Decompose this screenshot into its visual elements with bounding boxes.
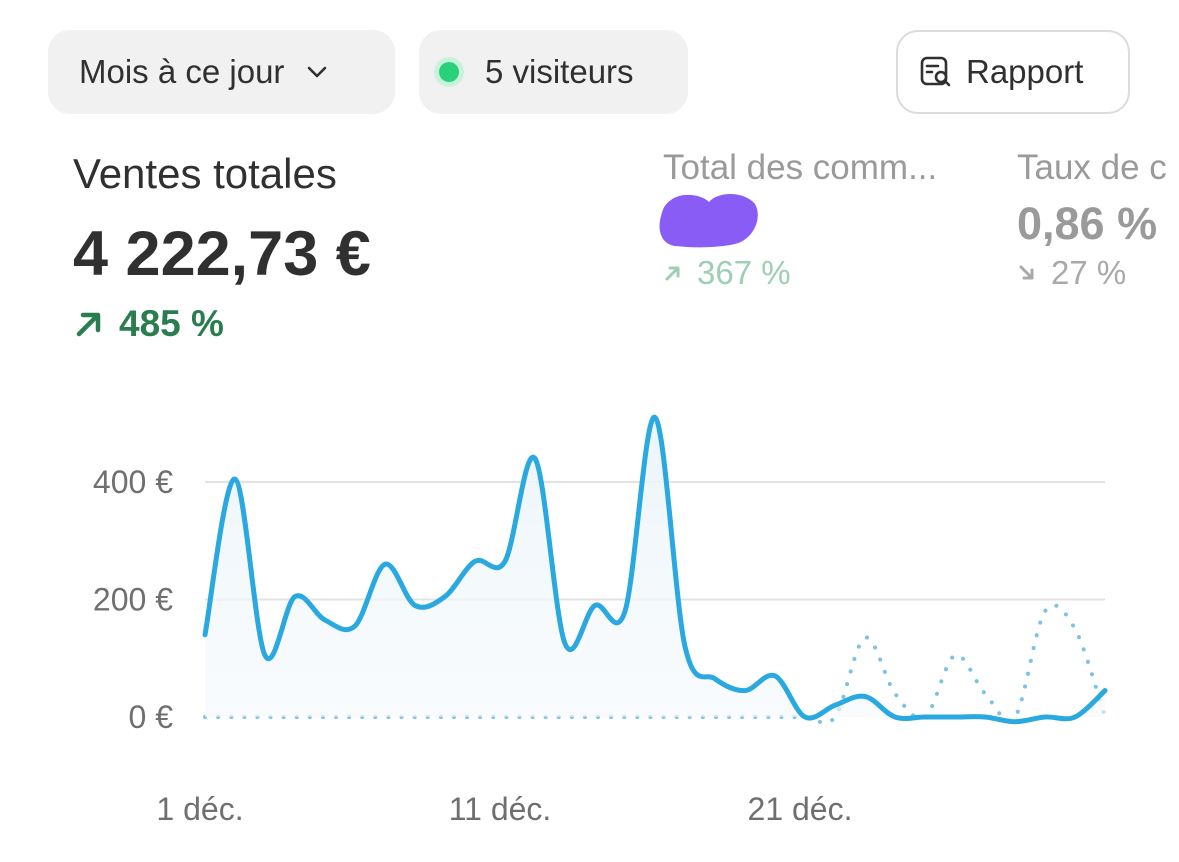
metric-title-total-sales[interactable]: Ventes totales [73,150,337,197]
x-tick-label: 21 déc. [748,791,853,827]
date-range-label: Mois à ce jour [79,53,285,90]
x-axis: 1 déc. 11 déc. 21 déc. [156,791,852,827]
y-tick-label: 200 € [93,582,173,618]
x-tick-label: 11 déc. [449,791,552,827]
metric-change-total-orders: 367 % [663,254,791,292]
arrow-up-right-icon [665,266,680,281]
metric-change-value: 367 % [697,254,791,291]
arrow-down-right-icon [1019,265,1034,280]
metric-change-conversion-rate: 27 % [1017,254,1126,292]
arrow-up-right-icon [76,312,101,337]
sales-series-line [202,414,1108,725]
chevron-down-icon [308,66,327,78]
redacted-value-blob [659,194,758,248]
report-search-icon [920,56,951,87]
date-range-dropdown[interactable]: Mois à ce jour [48,30,395,114]
report-button[interactable]: Rapport [896,30,1130,114]
metric-value-total-sales: 4 222,73 € [73,219,371,289]
metric-title-total-orders[interactable]: Total des comm... [663,148,938,187]
series-layer [202,414,1108,725]
live-visitors-label: 5 visiteurs [485,53,634,90]
live-visitors-button[interactable]: 5 visiteurs [419,30,688,114]
x-tick-label: 1 déc. [156,791,243,827]
metric-value-conversion-rate: 0,86 % [1017,198,1158,249]
metric-change-value: 27 % [1051,254,1127,291]
y-tick-label: 0 € [129,699,174,735]
metric-change-total-sales: 485 % [73,303,224,345]
y-tick-label: 400 € [93,464,173,500]
series-area-fill [205,417,1105,722]
metric-title-conversion-rate[interactable]: Taux de c [1017,148,1167,187]
report-label: Rapport [966,53,1084,90]
y-axis: 0 € 200 € 400 € [93,464,173,735]
metric-change-value: 485 % [119,303,224,344]
live-indicator-dot [439,62,459,82]
